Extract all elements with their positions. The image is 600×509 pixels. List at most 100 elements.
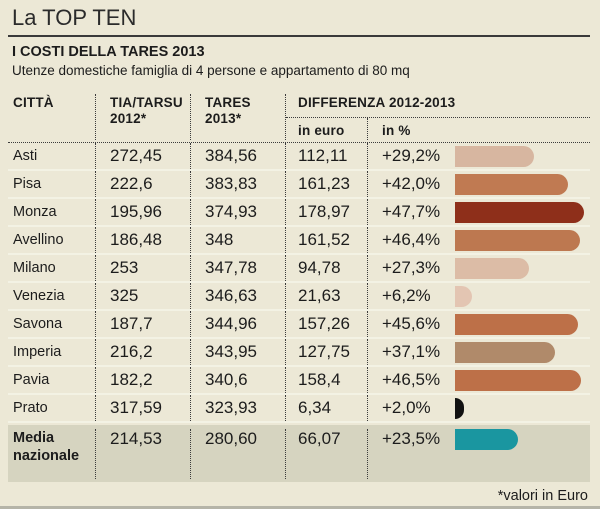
diff-pct-bar [455,397,464,419]
diff-pct-value: +27,3% [382,258,441,278]
bar-cell [455,395,590,421]
diff-pct-bar [455,341,555,363]
table-header: CITTÀ TIA/TARSU 2012* TARES 2013* DIFFER… [8,94,590,144]
city-name: Imperia [8,339,96,366]
diff-pct-bar [455,313,578,335]
city-name: Venezia [8,283,96,310]
diff-pct-value: +29,2% [382,146,441,166]
column-header-tares-2013: TARES 2013* [191,94,286,141]
diff-pct-value: +6,2% [382,286,431,306]
summary-diff-pct-value: +23,5% [382,429,441,449]
city-name: Pisa [8,171,96,198]
tia-2012-value: 186,48 [96,227,191,254]
diff-euro-value: 21,63 [286,283,368,310]
diff-pct-value: +42,0% [382,174,441,194]
tares-2013-value: 384,56 [191,143,286,170]
summary-bar-cell [455,429,590,479]
tia-2012-value: 253 [96,255,191,282]
table-row: Imperia 216,2 343,95 127,75 +37,1% [8,339,590,368]
city-name: Monza [8,199,96,226]
table-row: Venezia 325 346,63 21,63 +6,2% [8,283,590,312]
diff-euro-value: 157,26 [286,311,368,338]
tia-2012-value: 272,45 [96,143,191,170]
diff-pct-value: +46,4% [382,230,441,250]
table-row: Pisa 222,6 383,83 161,23 +42,0% [8,171,590,200]
bar-cell [455,339,590,365]
tares-2013-value: 348 [191,227,286,254]
diff-pct-bar [455,285,472,307]
tia-2012-value: 216,2 [96,339,191,366]
title-divider [8,35,590,38]
column-header-city: CITTÀ [8,94,96,141]
bar-cell [455,171,590,197]
bar-cell [455,143,590,169]
city-name: Prato [8,395,96,422]
tia-2012-value: 325 [96,283,191,310]
tares-2013-value: 344,96 [191,311,286,338]
header-spacer [455,118,590,140]
diff-pct-value: +47,7% [382,202,441,222]
diff-euro-value: 161,23 [286,171,368,198]
city-name: Milano [8,255,96,282]
diff-euro-value: 6,34 [286,395,368,422]
city-name: Savona [8,311,96,338]
bar-cell [455,283,590,309]
diff-euro-value: 178,97 [286,199,368,226]
diff-euro-value: 112,11 [286,143,368,170]
diff-pct-value: +37,1% [382,342,441,362]
column-subheader-in-pct: in % [382,123,411,139]
city-name: Asti [8,143,96,170]
table-row: Asti 272,45 384,56 112,11 +29,2% [8,143,590,172]
summary-pct-bar [455,429,518,451]
summary-diff-euro-value: 66,07 [286,429,368,480]
city-name: Pavia [8,367,96,394]
tia-2012-value: 187,7 [96,311,191,338]
bar-cell [455,199,590,225]
diff-pct-bar [455,145,534,167]
diff-pct-bar [455,173,568,195]
column-header-differenza: DIFFERENZA 2012-2013 [286,94,590,119]
tares-2013-value: 343,95 [191,339,286,366]
summary-row-media-nazionale: Media nazionale 214,53 280,60 66,07 +23,… [8,425,590,483]
table-row: Prato 317,59 323,93 6,34 +2,0% [8,395,590,424]
column-subheader-in-euro: in euro [286,118,368,141]
table-row: Savona 187,7 344,96 157,26 +45,6% [8,311,590,340]
tia-2012-value: 317,59 [96,395,191,422]
table-row: Avellino 186,48 348 161,52 +46,4% [8,227,590,256]
diff-pct-bar [455,257,529,279]
chart-description: Utenze domestiche famiglia di 4 persone … [12,63,410,79]
diff-pct-bar [455,201,584,223]
chart-title: I COSTI DELLA TARES 2013 [12,44,205,61]
diff-euro-value: 158,4 [286,367,368,394]
diff-euro-value: 127,75 [286,339,368,366]
tares-2013-value: 374,93 [191,199,286,226]
tia-2012-value: 195,96 [96,199,191,226]
bar-cell [455,367,590,393]
city-name: Avellino [8,227,96,254]
bar-cell [455,227,590,253]
diff-pct-value: +46,5% [382,370,441,390]
summary-tia-2012-value: 214,53 [96,429,191,480]
page-title: La TOP TEN [12,5,137,30]
diff-pct-bar [455,229,580,251]
tares-2013-value: 383,83 [191,171,286,198]
diff-euro-value: 94,78 [286,255,368,282]
diff-pct-value: +45,6% [382,314,441,334]
tares-2013-value: 323,93 [191,395,286,422]
bar-cell [455,255,590,281]
tares-2013-value: 340,6 [191,367,286,394]
table-row: Monza 195,96 374,93 178,97 +47,7% [8,199,590,228]
bar-cell [455,311,590,337]
column-header-tia-2012: TIA/TARSU 2012* [96,94,191,141]
tares-2013-value: 347,78 [191,255,286,282]
summary-tares-2013-value: 280,60 [191,429,286,480]
summary-city-label: Media nazionale [8,429,96,480]
tia-2012-value: 182,2 [96,367,191,394]
footnote-valori-in-euro: *valori in Euro [497,488,588,505]
table-row: Milano 253 347,78 94,78 +27,3% [8,255,590,284]
tares-2013-value: 346,63 [191,283,286,310]
diff-pct-value: +2,0% [382,398,431,418]
diff-euro-value: 161,52 [286,227,368,254]
table-row: Pavia 182,2 340,6 158,4 +46,5% [8,367,590,396]
